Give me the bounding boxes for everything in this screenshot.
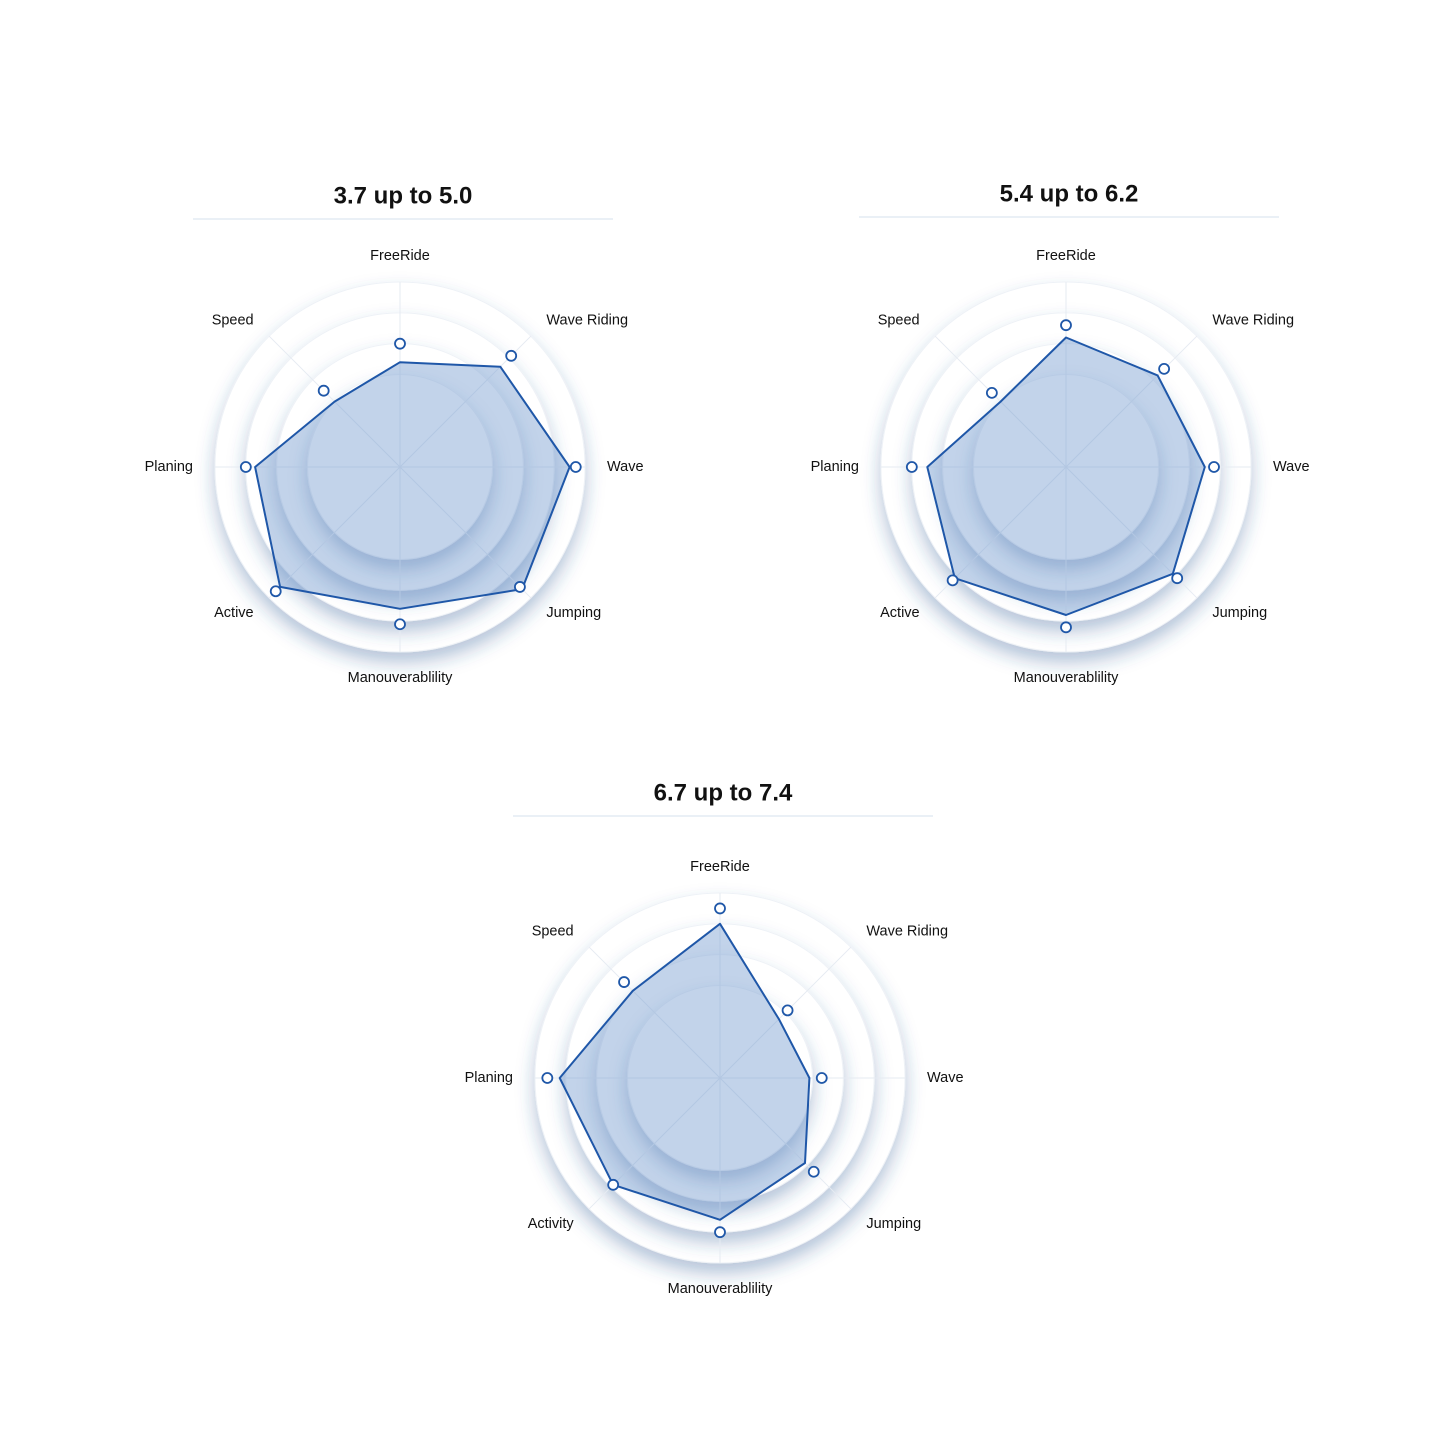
radar-marker — [569, 461, 582, 473]
radar-chart: 5.4 up to 6.2 FreeRide Wave Riding Wave Jump… — [811, 180, 1310, 685]
spoke — [268, 466, 401, 599]
radar-marker — [807, 1165, 820, 1178]
axis-label: Activity — [528, 1216, 575, 1232]
axis-label: Jumping — [546, 605, 601, 621]
axis-label: Wave — [607, 459, 644, 475]
radar-marker — [781, 1004, 794, 1017]
axis-label: Wave — [927, 1070, 964, 1086]
radar-marker — [1158, 362, 1171, 375]
axis-label: Manouverablility — [1014, 670, 1120, 686]
axis-label: Wave — [1273, 459, 1310, 475]
radar-marker — [1060, 621, 1072, 634]
spoke — [934, 466, 1067, 599]
radar-marker — [985, 386, 998, 399]
axis-label: Manouverablility — [348, 670, 454, 686]
spoke — [1065, 335, 1198, 468]
axis-label: Planing — [145, 459, 193, 475]
axis-label: Speed — [212, 312, 254, 328]
chart-title: 6.7 up to 7.4 — [654, 779, 793, 806]
axis-label: Planing — [465, 1070, 513, 1086]
radar-marker — [1060, 319, 1072, 332]
axis-label: Active — [880, 605, 920, 621]
axis-label: Jumping — [866, 1216, 921, 1232]
radar-chart: 6.7 up to 7.4 FreeRide Wave Riding Wave Jump… — [465, 779, 964, 1296]
spoke — [588, 946, 721, 1079]
axis-label: Wave Riding — [546, 312, 628, 328]
radar-marker — [505, 349, 518, 362]
radar-marker — [239, 461, 252, 473]
radar-marker — [607, 1178, 620, 1191]
axis-label: Speed — [878, 312, 920, 328]
radar-marker — [514, 581, 526, 593]
radar-marker — [905, 461, 918, 473]
spoke — [399, 466, 532, 599]
radar-area — [926, 336, 1206, 616]
axis-label: Jumping — [1212, 605, 1267, 621]
radar-marker — [394, 618, 406, 631]
chart-title: 3.7 up to 5.0 — [334, 182, 473, 209]
radar-marker — [269, 585, 282, 598]
radar-area — [558, 922, 811, 1221]
axis-label: FreeRide — [1036, 248, 1096, 264]
axis-label: Manouverablility — [668, 1281, 774, 1297]
axis-label: Active — [214, 605, 254, 621]
axis-label: Planing — [811, 459, 859, 475]
axis-label: Wave Riding — [1212, 312, 1294, 328]
radar-marker — [394, 337, 406, 350]
radar-marker — [541, 1072, 554, 1084]
axis-label: Speed — [532, 923, 574, 939]
radar-chart: 3.7 up to 5.0 FreeRide Wave Riding Wave Jump… — [145, 182, 644, 685]
radar-marker — [1208, 461, 1220, 473]
radar-marker — [946, 574, 959, 587]
axis-label: FreeRide — [690, 859, 750, 875]
radar-marker — [714, 1226, 726, 1239]
radar-marker — [815, 1072, 828, 1084]
radar-marker — [618, 976, 630, 988]
radar-marker — [317, 384, 330, 397]
axis-label: FreeRide — [370, 248, 430, 264]
radar-marker — [1171, 572, 1184, 585]
radar-marker — [714, 902, 726, 915]
chart-title: 5.4 up to 6.2 — [1000, 180, 1139, 207]
radar-area — [254, 361, 571, 610]
spoke — [719, 1077, 852, 1210]
axis-label: Wave Riding — [866, 923, 948, 939]
